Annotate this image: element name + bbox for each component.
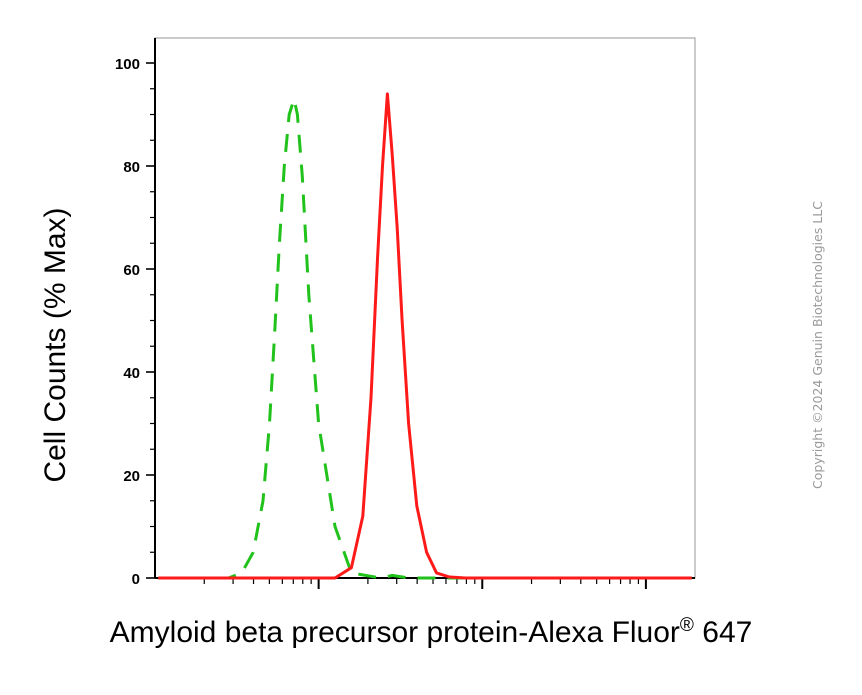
series-line-dashed [158, 97, 692, 580]
y-axis-label: Cell Counts (% Max) [39, 207, 72, 483]
y-tick-label: 100 [115, 56, 140, 73]
y-tick-label: 0 [132, 571, 140, 588]
x-ticks [203, 578, 647, 589]
x-axis-label-text: Amyloid beta precursor protein-Alexa Flu… [109, 616, 680, 649]
registered-mark: ® [679, 615, 694, 636]
x-axis-label-suffix: 647 [693, 616, 753, 649]
series-line-solid [158, 92, 692, 580]
y-tick-label: 60 [123, 262, 140, 279]
y-tick-labels: 0 20 40 60 80 100 [115, 56, 140, 588]
y-ticks [146, 62, 155, 579]
copyright-watermark: Copyright ©2024 Genuin Biotechnologies L… [810, 201, 825, 489]
y-tick-label: 80 [123, 159, 140, 176]
x-axis-label: Amyloid beta precursor protein-Alexa Flu… [0, 615, 862, 650]
plot-frame [154, 37, 696, 579]
series-group [158, 92, 692, 580]
y-tick-label: 40 [123, 365, 140, 382]
y-tick-label: 20 [123, 468, 140, 485]
